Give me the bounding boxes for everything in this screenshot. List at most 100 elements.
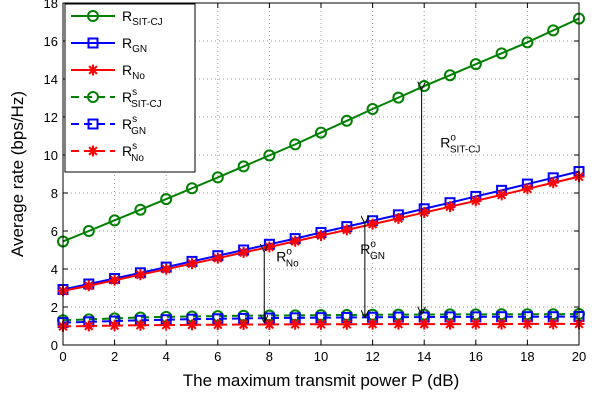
y-tick-label: 2	[51, 300, 58, 315]
data-point	[134, 319, 146, 331]
legend-label: Rs GN	[122, 114, 146, 137]
series-line	[62, 315, 580, 324]
data-point	[341, 224, 353, 236]
data-point	[470, 318, 482, 330]
y-tick-label: 4	[51, 262, 58, 277]
data-point	[212, 252, 224, 264]
legend-marker	[87, 118, 99, 130]
annotation-sup: o	[286, 246, 292, 257]
data-point	[134, 203, 147, 216]
data-point	[83, 280, 95, 292]
legend-label: RGN	[122, 35, 147, 55]
data-point	[289, 235, 301, 247]
legend-marker	[87, 91, 99, 103]
data-point	[496, 189, 508, 201]
data-point	[134, 269, 146, 281]
data-point	[495, 47, 508, 60]
legend-sub: No	[132, 71, 145, 82]
data-point	[289, 318, 301, 330]
y-tick-label: 6	[51, 224, 58, 239]
legend-entry: RNo	[71, 62, 145, 82]
legend-main: R	[122, 89, 132, 105]
data-point	[496, 318, 508, 330]
data-point	[470, 195, 482, 207]
x-tick-label: 10	[314, 349, 328, 364]
legend-entry: RGN	[71, 35, 147, 55]
data-point	[186, 319, 198, 331]
legend-sub: GN	[131, 126, 146, 137]
data-point	[211, 171, 224, 184]
annotation-sub: No	[286, 258, 299, 269]
annotation-sub: GN	[370, 251, 385, 262]
data-point	[392, 91, 405, 104]
legend-sup: s	[132, 87, 137, 98]
annotation-sub: SIT-CJ	[450, 144, 481, 155]
x-tick-label: 12	[365, 349, 379, 364]
data-point	[469, 58, 482, 71]
data-point	[109, 274, 121, 286]
legend-sub: SIT-CJ	[132, 17, 163, 28]
data-point	[108, 214, 121, 227]
data-point	[392, 212, 404, 224]
data-point	[547, 177, 559, 189]
legend-entry: Rs No	[71, 141, 144, 164]
data-point	[367, 318, 379, 330]
annotation-label: Ro No	[276, 246, 299, 269]
data-point	[521, 36, 534, 49]
legend-entry: RSIT-CJ	[71, 8, 163, 28]
data-point	[238, 246, 250, 258]
series-line	[62, 322, 579, 328]
legend-label: Rs No	[122, 141, 144, 164]
data-point	[238, 318, 250, 330]
legend-main: R	[122, 116, 132, 132]
data-point	[160, 263, 172, 275]
legend-main: R	[122, 35, 132, 51]
data-point	[444, 69, 456, 82]
legend-marker	[87, 64, 99, 76]
data-point	[392, 318, 404, 330]
x-tick-label: 0	[59, 349, 66, 364]
data-point	[444, 318, 456, 330]
legend-sub: SIT-CJ	[131, 99, 162, 110]
data-point	[418, 207, 430, 219]
data-point	[521, 318, 533, 330]
annotation-sup: o	[450, 132, 456, 143]
annotation-label: Ro GN	[360, 239, 385, 262]
data-point	[547, 318, 559, 330]
x-tick-label: 20	[572, 349, 586, 364]
y-tick-label: 10	[44, 148, 58, 163]
y-tick-label: 16	[44, 34, 58, 49]
legend-label: RSIT-CJ	[122, 8, 163, 28]
data-point	[315, 126, 327, 139]
x-tick-label: 8	[266, 349, 273, 364]
y-tick-label: 12	[44, 110, 58, 125]
legend-main: R	[122, 143, 132, 159]
x-tick-label: 2	[111, 349, 118, 364]
data-point	[212, 319, 224, 331]
legend-entry: Rs SIT-CJ	[71, 87, 162, 110]
legend-sup: s	[132, 141, 137, 152]
annotation-label: Ro SIT-CJ	[440, 132, 480, 155]
y-tick-label: 14	[44, 72, 58, 87]
legend-main: R	[122, 8, 132, 24]
data-point	[315, 230, 327, 242]
data-point	[521, 183, 533, 195]
x-tick-label: 18	[520, 349, 534, 364]
legend-sub: No	[131, 153, 144, 164]
annotation-main: R	[360, 241, 370, 257]
tick-labels: 0 2 4 6 8 10 12 14 16 18 20 0 2 4 6 8 10 12 14 16 18	[44, 0, 587, 364]
y-tick-label: 8	[51, 186, 58, 201]
data-point	[83, 320, 95, 332]
data-point	[367, 218, 379, 230]
data-point	[289, 138, 302, 151]
y-tick-label: 0	[51, 338, 58, 353]
data-point	[444, 201, 456, 213]
legend-main: R	[122, 62, 132, 78]
y-tick-label: 18	[44, 0, 58, 11]
x-tick-label: 6	[214, 349, 221, 364]
annotation-main: R	[276, 248, 286, 264]
data-point	[186, 258, 198, 270]
y-axis-label: Average rate (bps/Hz)	[8, 91, 27, 257]
data-point	[160, 193, 173, 206]
